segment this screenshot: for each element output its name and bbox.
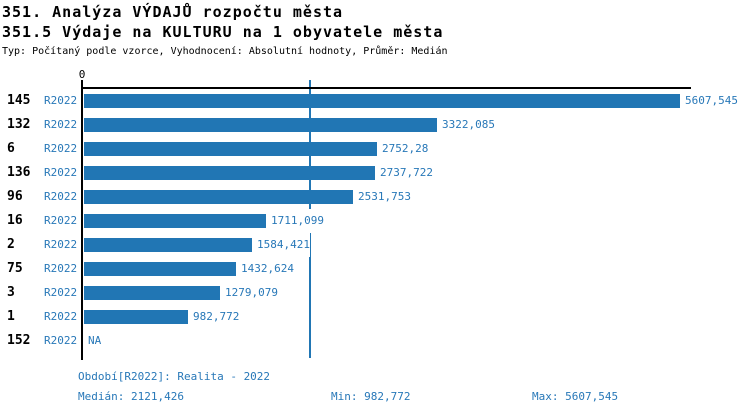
y-axis-line (81, 80, 83, 360)
row-category-label: 132 (7, 117, 31, 132)
bar (84, 238, 252, 252)
bar (84, 166, 375, 180)
row-series-label: R2022 (44, 310, 78, 323)
chart-row: 96 R2022 2531,753 (0, 185, 750, 209)
row-category-label: 145 (7, 93, 31, 108)
chart-row: 1 R2022 982,772 (0, 305, 750, 329)
bar (84, 310, 188, 324)
bar (84, 190, 353, 204)
bar-value-label: 2752,28 (382, 137, 429, 161)
row-category-label: 3 (7, 285, 15, 300)
footer-min-value: Min: 982,772 (331, 390, 411, 403)
chart-row: 145 R2022 5607,545 (0, 89, 750, 113)
row-series-label: R2022 (44, 190, 78, 203)
chart-row: 3 R2022 1279,079 (0, 281, 750, 305)
row-series-label: R2022 (44, 334, 78, 347)
row-series-label: R2022 (44, 214, 78, 227)
chart-row: 132 R2022 3322,085 (0, 113, 750, 137)
chart-row: 2 R2022 1584,421 (0, 233, 750, 257)
chart-row: 136 R2022 2737,722 (0, 161, 750, 185)
bar (84, 286, 220, 300)
row-series-label: R2022 (44, 238, 78, 251)
row-category-label: 6 (7, 141, 15, 156)
bar-value-label: 1432,624 (241, 257, 294, 281)
bar-value-label: 5607,545 (685, 89, 738, 113)
bar-value-label: 1584,421 (257, 233, 310, 257)
row-series-label: R2022 (44, 286, 78, 299)
row-series-label: R2022 (44, 262, 78, 275)
report-title-line1: 351. Analýza VÝDAJŮ rozpočtu města (2, 3, 344, 21)
chart-row: 75 R2022 1432,624 (0, 257, 750, 281)
report-subtitle: Typ: Počítaný podle vzorce, Vyhodnocení:… (2, 46, 448, 57)
bar-value-label: NA (88, 329, 102, 353)
bar-value-label: 982,772 (193, 305, 240, 329)
row-category-label: 2 (7, 237, 15, 252)
bar (84, 214, 266, 228)
row-series-label: R2022 (44, 142, 78, 155)
report-title-line2: 351.5 Výdaje na KULTURU na 1 obyvatele m… (2, 23, 444, 41)
bar-value-label: 2531,753 (358, 185, 411, 209)
chart-row: 152 R2022 NA (0, 329, 750, 353)
row-category-label: 96 (7, 189, 23, 204)
row-category-label: 1 (7, 309, 15, 324)
row-category-label: 75 (7, 261, 23, 276)
x-axis-line (81, 87, 691, 89)
footer-median-value: Medián: 2121,426 (78, 390, 184, 403)
row-series-label: R2022 (44, 94, 78, 107)
row-series-label: R2022 (44, 118, 78, 131)
x-axis-zero-tick-label: 0 (78, 68, 86, 81)
bar (84, 94, 680, 108)
bar-value-label: 3322,085 (442, 113, 495, 137)
bar (84, 118, 437, 132)
chart-row: 6 R2022 2752,28 (0, 137, 750, 161)
row-category-label: 152 (7, 333, 31, 348)
bar-value-label: 2737,722 (380, 161, 433, 185)
bar-value-label: 1279,079 (225, 281, 278, 305)
bar-value-label: 1711,099 (271, 209, 324, 233)
footer-max-value: Max: 5607,545 (532, 390, 619, 403)
chart-row: 16 R2022 1711,099 (0, 209, 750, 233)
row-series-label: R2022 (44, 166, 78, 179)
bar (84, 142, 377, 156)
bar (84, 262, 236, 276)
footer-period-label: Období[R2022]: Realita - 2022 (78, 370, 271, 383)
row-category-label: 136 (7, 165, 31, 180)
row-category-label: 16 (7, 213, 23, 228)
